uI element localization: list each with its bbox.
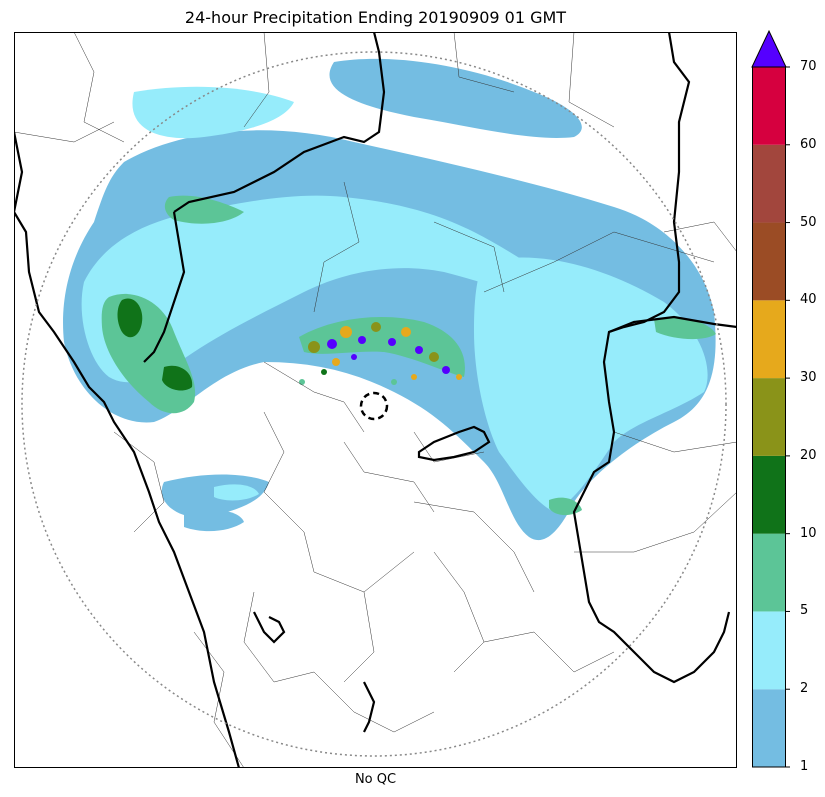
colorbar-tick-label: 10 bbox=[800, 525, 817, 541]
precip-layer-10-20 bbox=[117, 298, 193, 391]
colorbar-segment bbox=[752, 378, 786, 456]
district-boundaries bbox=[14, 32, 737, 768]
colorbar-tick-label: 60 bbox=[800, 136, 817, 152]
colorbar-tick-label: 1 bbox=[800, 759, 809, 774]
map-canvas bbox=[14, 32, 737, 768]
radar-range-ring bbox=[21, 51, 727, 757]
map-title: 24-hour Precipitation Ending 20190909 01… bbox=[184, 8, 567, 27]
precip-convective-cells bbox=[299, 317, 465, 385]
colorbar-segment bbox=[752, 455, 786, 534]
colorbar bbox=[751, 29, 790, 770]
colorbar-extend-triangle bbox=[751, 29, 787, 68]
colorbar-outline bbox=[752, 66, 786, 768]
colorbar-segment bbox=[752, 611, 786, 690]
colorbar-tick-label: 70 bbox=[800, 59, 817, 74]
colorbar-segment bbox=[752, 144, 786, 223]
colorbar-tick-label: 30 bbox=[800, 370, 817, 386]
colorbar-segment bbox=[752, 689, 786, 767]
radar-site-marker bbox=[359, 391, 389, 421]
x-axis-label: No QC bbox=[354, 772, 397, 787]
colorbar-tick-label: 20 bbox=[800, 447, 817, 463]
colorbar-tick-label: 40 bbox=[800, 292, 817, 308]
colorbar-graphic bbox=[751, 29, 790, 768]
colorbar-tick-label: 50 bbox=[800, 214, 817, 230]
colorbar-segment bbox=[752, 67, 786, 145]
colorbar-tick-label: 2 bbox=[800, 681, 809, 697]
colorbar-segment bbox=[752, 533, 786, 612]
colorbar-segment bbox=[752, 300, 786, 379]
colorbar-tick-label: 5 bbox=[800, 603, 809, 619]
state-boundaries bbox=[14, 32, 737, 768]
colorbar-segment bbox=[752, 222, 786, 301]
precipitation-map bbox=[14, 32, 737, 768]
